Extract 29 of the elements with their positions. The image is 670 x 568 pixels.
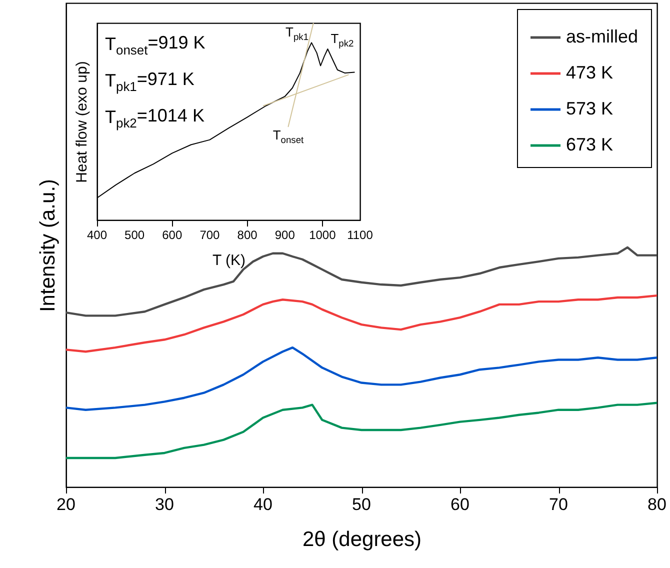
x-tick-label: 40 — [254, 495, 272, 514]
x-tick-label: 50 — [352, 495, 371, 514]
x-tick-label: 1100 — [347, 228, 374, 242]
annotation: T$_{pk2}$=1014 K — [105, 105, 204, 131]
x-tick-label: 60 — [450, 495, 470, 514]
x-tick-label: 30 — [155, 495, 174, 514]
x-axis-title: T (K) — [212, 252, 246, 269]
x-tick-label: 400 — [86, 228, 108, 242]
legend-label: 573 K — [566, 98, 614, 118]
x-tick-label: 500 — [124, 228, 145, 242]
legend-label: as-milled — [566, 26, 638, 46]
legend-label: 673 K — [566, 134, 614, 154]
annotation: T$_{onset}$ — [272, 128, 304, 145]
x-tick-label: 900 — [274, 228, 296, 242]
x-tick-label: 20 — [56, 495, 76, 514]
annotation: T$_{pk1}$=971 K — [105, 68, 194, 94]
annotation: T$_{pk1}$ — [286, 24, 309, 42]
x-tick-label: 800 — [237, 228, 258, 242]
x-tick-label: 1000 — [309, 228, 336, 242]
annotation: T$_{onset}$=919 K — [105, 32, 206, 58]
legend-label: 473 K — [566, 62, 614, 82]
x-tick-label: 70 — [549, 495, 568, 514]
x-tick-label: 600 — [162, 228, 182, 242]
x-tick-label: 700 — [200, 228, 220, 242]
y-axis-title: Intensity (a.u.) — [36, 178, 60, 312]
annotation: T$_{pk2}$ — [330, 31, 354, 48]
y-axis-title: Heat flow (exo up) — [74, 61, 90, 183]
x-axis-title: 2θ (degrees) — [302, 528, 422, 551]
x-tick-label: 80 — [648, 495, 666, 514]
